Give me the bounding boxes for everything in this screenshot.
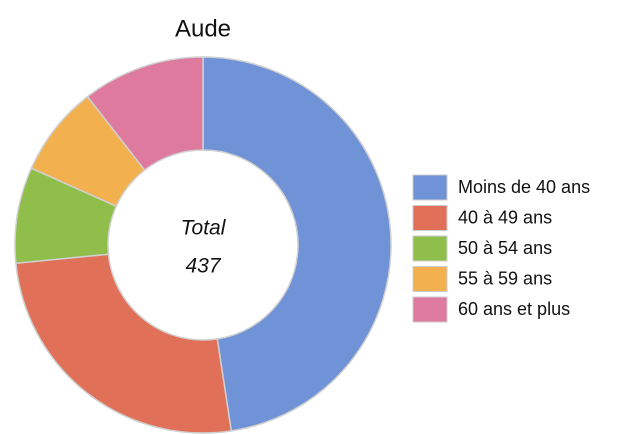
legend-label: 60 ans et plus — [458, 299, 570, 319]
legend-swatch — [412, 296, 448, 323]
legend-label: 50 à 54 ans — [458, 238, 552, 258]
chart-title: Aude — [175, 15, 231, 42]
donut-slice — [86, 56, 204, 172]
legend-label: Moins de 40 ans — [458, 177, 590, 197]
legend-swatch — [412, 174, 448, 201]
legend-swatch — [412, 205, 448, 231]
donut-slice — [15, 253, 233, 434]
legend-label: 55 à 59 ans — [458, 268, 552, 288]
center-total: 437 — [185, 255, 221, 278]
legend-swatch — [412, 235, 448, 262]
legend-swatch — [412, 266, 448, 292]
center-label: Total — [181, 217, 227, 240]
legend-label: 40 à 49 ans — [458, 207, 552, 227]
donut-slice — [202, 56, 392, 432]
